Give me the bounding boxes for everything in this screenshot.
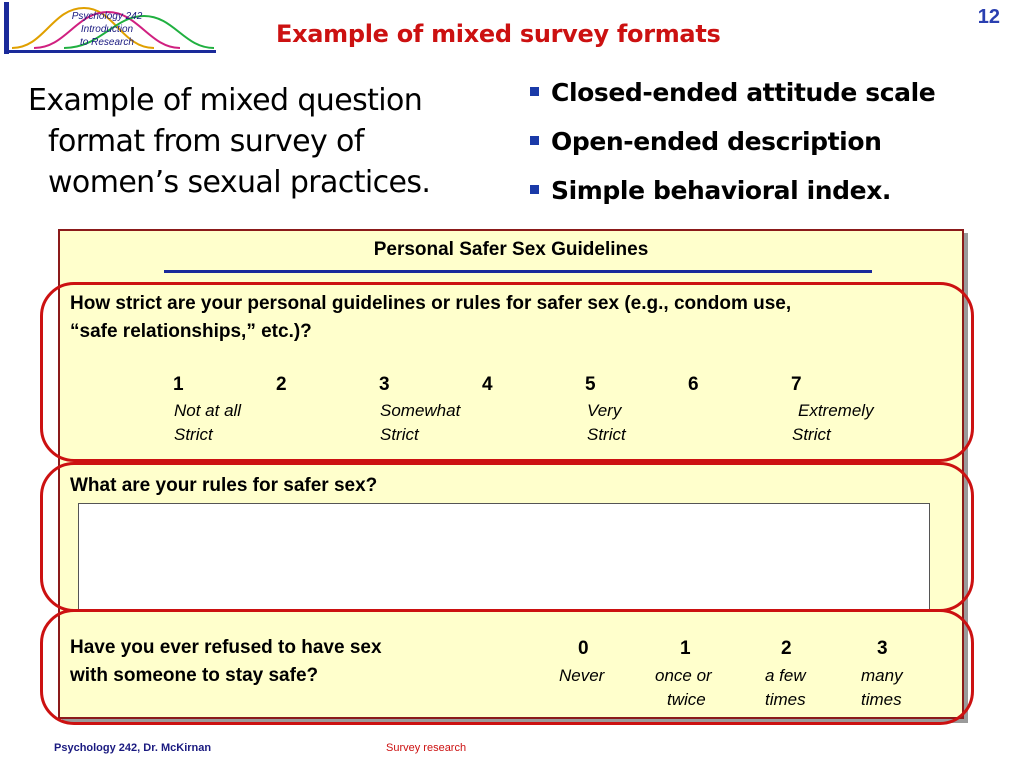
open-ended-highlight xyxy=(40,462,974,612)
frequency-value: 2 xyxy=(781,638,792,659)
scale-point: 6 xyxy=(688,374,699,395)
frequency-label: once or xyxy=(655,666,712,685)
bullet-text: Open-ended description xyxy=(551,127,882,156)
slide-number: 12 xyxy=(977,6,1000,28)
scale-anchor: Not at all xyxy=(174,401,242,420)
logo-text: Psychology 242 Introduction to Research xyxy=(52,10,162,49)
q3-line: Have you ever refused to have sex xyxy=(70,637,382,658)
frequency-label: times xyxy=(861,690,902,709)
slide-title: Example of mixed survey formats xyxy=(276,20,721,48)
bell-curve-logo-icon xyxy=(4,2,216,54)
footer-topic: Survey research xyxy=(386,742,467,754)
scale-anchor: Strict xyxy=(587,425,626,444)
frequency-value: 0 xyxy=(578,638,589,659)
scale-anchor: Somewhat xyxy=(380,401,461,420)
frequency-label: times xyxy=(765,690,806,709)
footer-course: Psychology 242, Dr. McKirnan xyxy=(54,742,212,754)
scale-anchor: Very xyxy=(587,401,622,420)
square-bullet-icon xyxy=(530,136,539,145)
bullet-item: Closed-ended attitude scale xyxy=(530,68,936,117)
frequency-value: 3 xyxy=(877,638,888,659)
logo-line: to Research xyxy=(80,37,134,48)
scale-anchor: Extremely xyxy=(798,401,874,420)
survey-title: Personal Safer Sex Guidelines xyxy=(373,239,649,260)
scale-point: 3 xyxy=(379,374,390,395)
scale-anchor: Strict xyxy=(792,425,831,444)
bullet-text: Simple behavioral index. xyxy=(551,176,892,205)
q1-line: How strict are your personal guidelines … xyxy=(70,293,792,314)
logo-line: Introduction xyxy=(80,24,134,35)
closed-ended-highlight xyxy=(40,282,974,462)
bullet-item: Simple behavioral index. xyxy=(530,166,935,215)
q3-text: Have you ever refused to have sex with s… xyxy=(70,634,382,690)
survey-panel: Personal Safer Sex Guidelines xyxy=(58,229,964,719)
course-logo: Psychology 242 Introduction to Research xyxy=(4,2,216,54)
bullet-item: Open-ended description xyxy=(530,117,935,166)
frequency-value: 1 xyxy=(680,638,691,659)
frequency-label: a few xyxy=(765,666,806,685)
frequency-label: many xyxy=(861,666,903,685)
q3-line: with someone to stay safe? xyxy=(70,665,319,686)
scale-point: 7 xyxy=(791,374,802,395)
bullet-list: Closed-ended attitude scale Open-ended d… xyxy=(530,68,936,215)
intro-text: Example of mixed question format from su… xyxy=(28,83,431,200)
scale-point: 4 xyxy=(482,374,493,395)
square-bullet-icon xyxy=(530,185,539,194)
scale-point: 5 xyxy=(585,374,596,395)
q1-line: “safe relationships,” etc.)? xyxy=(70,321,312,342)
square-bullet-icon xyxy=(530,87,539,96)
q1-text: How strict are your personal guidelines … xyxy=(70,290,791,346)
title-underline xyxy=(164,270,872,273)
scale-point: 2 xyxy=(276,374,287,395)
frequency-label: twice xyxy=(667,690,706,709)
behavioral-index-highlight xyxy=(40,609,974,725)
bullet-text: Closed-ended attitude scale xyxy=(551,78,936,107)
scale-anchor: Strict xyxy=(174,425,213,444)
frequency-label: Never xyxy=(559,666,605,685)
logo-line: Psychology 242 xyxy=(71,11,143,22)
scale-anchor: Strict xyxy=(380,425,419,444)
open-answer-box[interactable] xyxy=(78,503,930,611)
scale-point: 1 xyxy=(173,374,184,395)
q2-text: What are your rules for safer sex? xyxy=(70,475,378,496)
